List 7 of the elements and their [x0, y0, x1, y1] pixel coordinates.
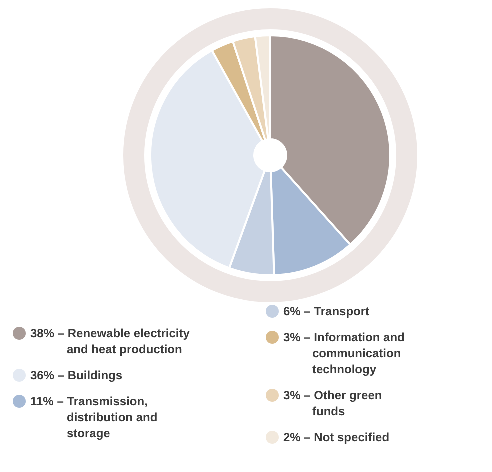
legend-label: 36% – Buildings	[30, 368, 123, 382]
legend-label: 3% – Information and communication technology	[284, 330, 405, 376]
legend-label: 6% – Transport	[284, 304, 370, 318]
legend-label: 11% – Transmission, distribution and storage	[30, 394, 158, 440]
legend-label: 2% – Not specified	[284, 430, 390, 444]
legend-label: 38% – Renewable electricity and heat production	[30, 326, 190, 356]
legend-label: 3% – Other green funds	[284, 388, 382, 418]
